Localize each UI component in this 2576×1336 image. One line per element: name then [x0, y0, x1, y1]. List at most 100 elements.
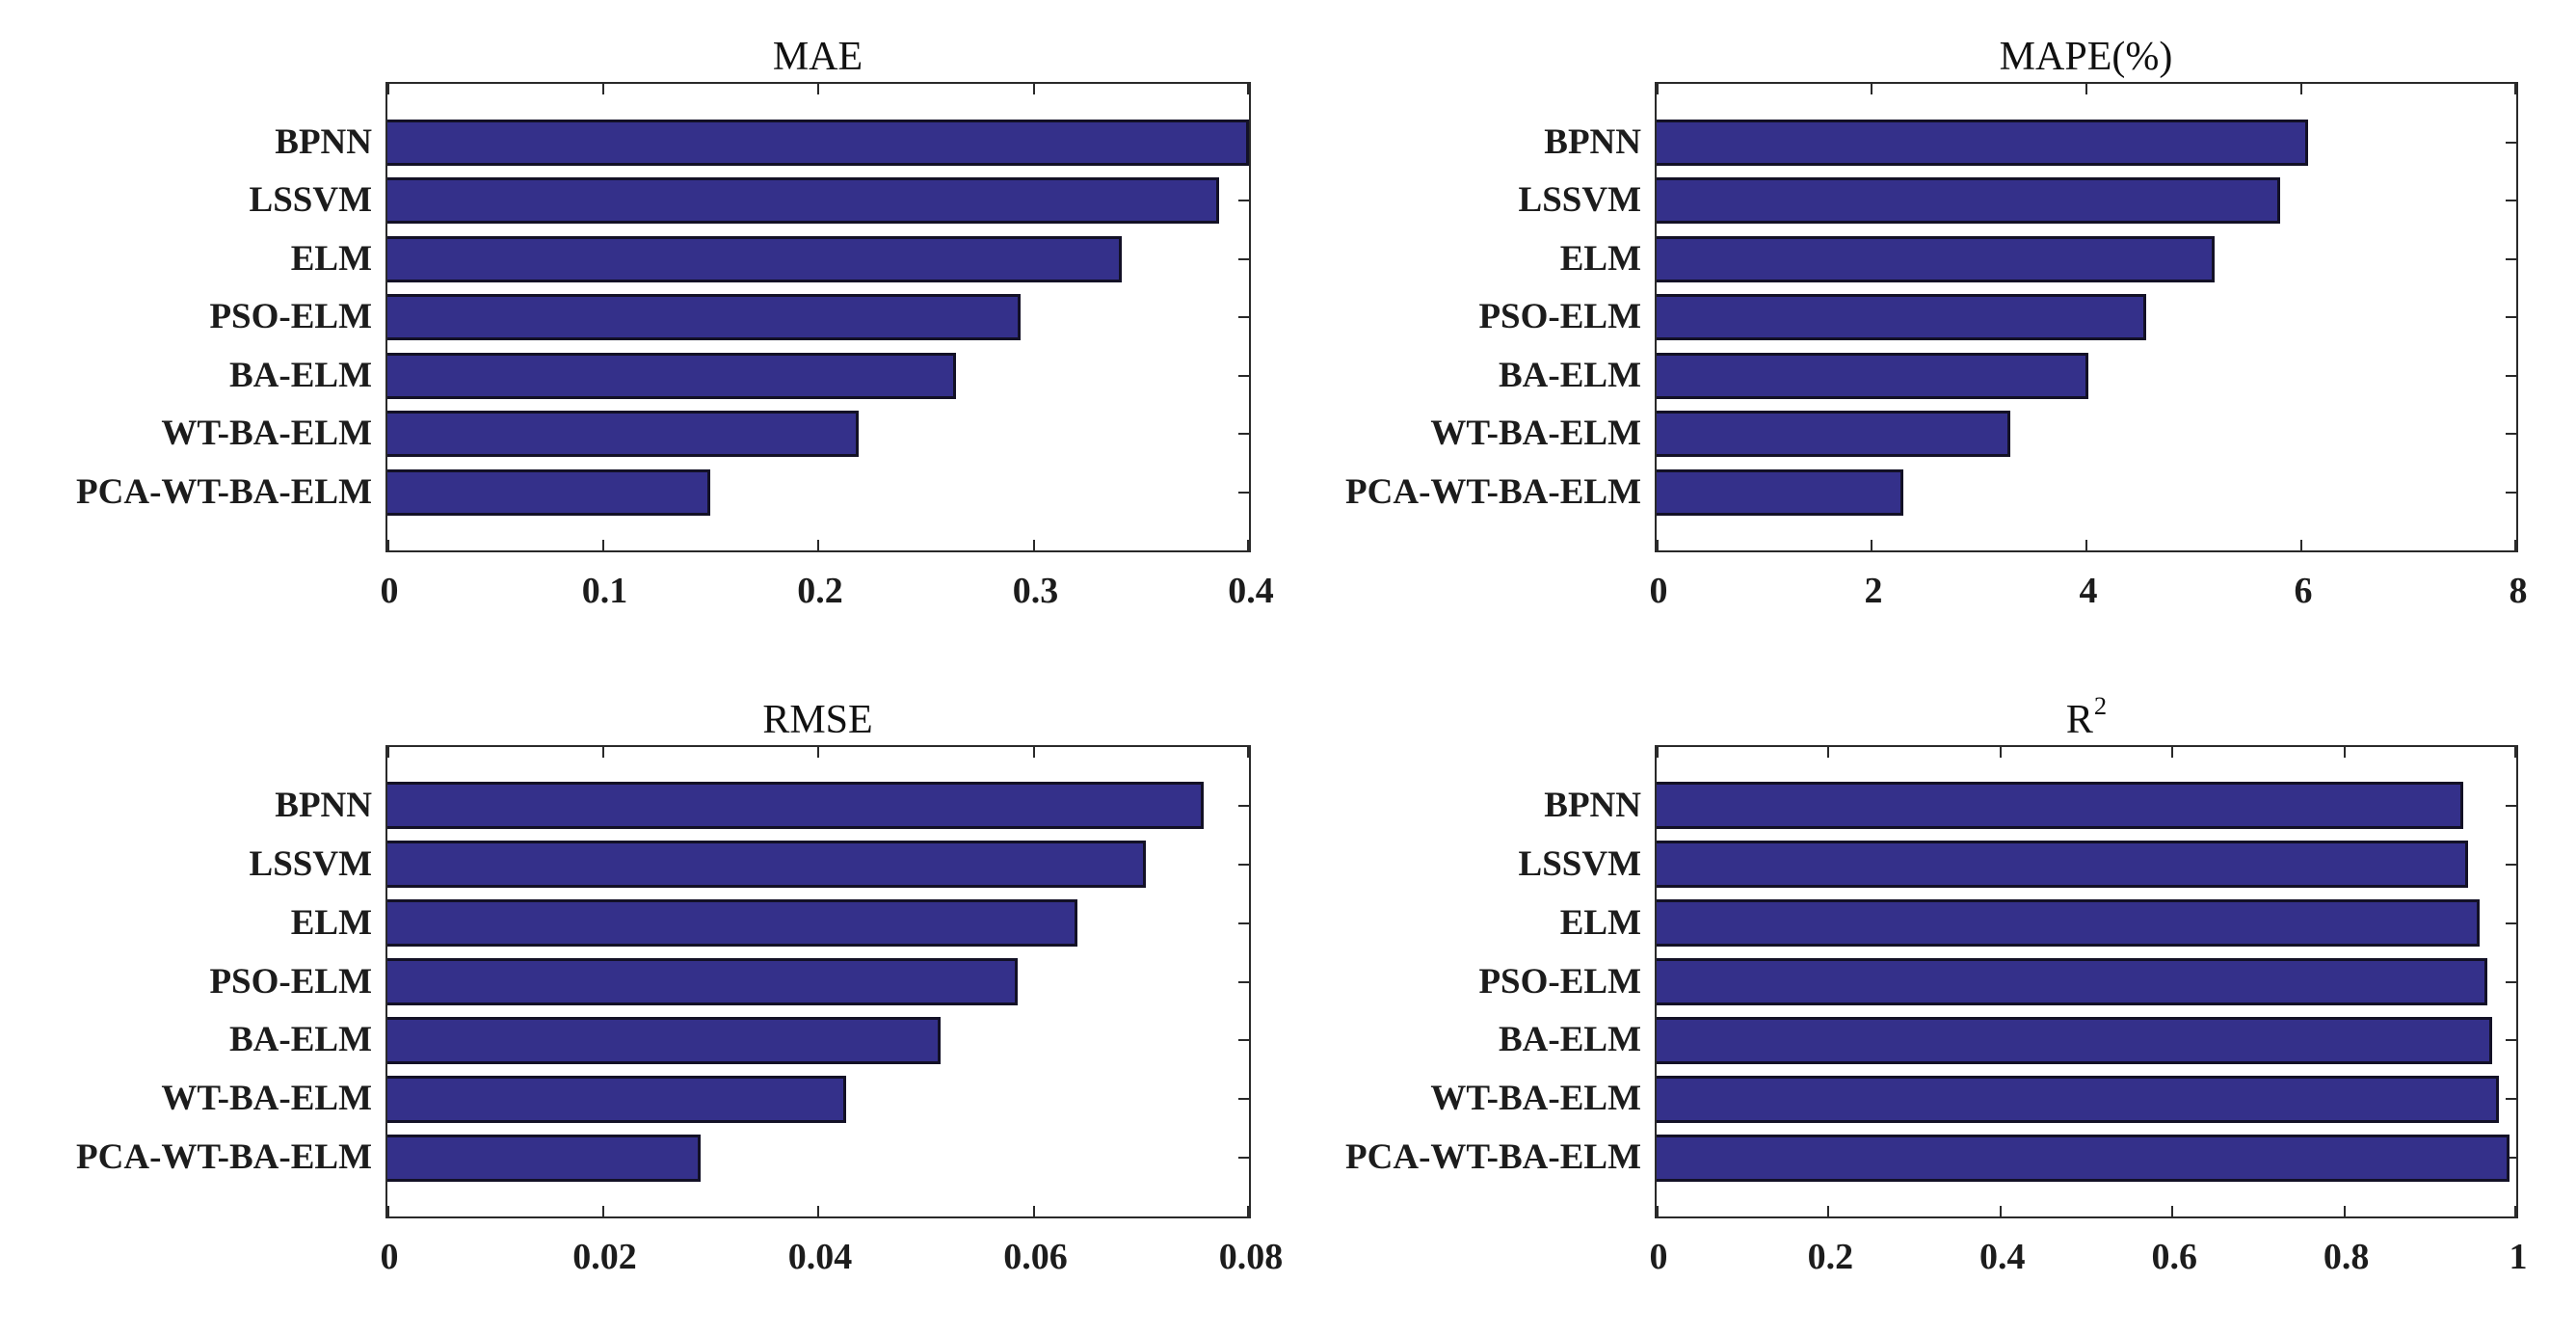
- y-tick: [1238, 257, 1249, 260]
- x-tick: [1827, 747, 1830, 758]
- plot-area: [387, 84, 1249, 550]
- bar-elm: [387, 235, 1123, 282]
- chart-title-text: R: [2065, 698, 2093, 742]
- x-tick: [2085, 540, 2087, 550]
- y-tick: [1238, 433, 1249, 435]
- bar-wt-ba-elm: [387, 411, 860, 457]
- y-tick: [1238, 1098, 1249, 1101]
- category-label: BA-ELM: [1499, 1020, 1641, 1060]
- x-tick-label: 1: [2509, 1237, 2528, 1277]
- y-tick: [2506, 1157, 2516, 1160]
- bar-ba-elm: [1657, 1016, 2493, 1064]
- bar-elm: [387, 899, 1078, 948]
- x-tick: [387, 84, 389, 94]
- x-tick: [1032, 84, 1035, 94]
- category-label: BPNN: [1544, 121, 1641, 162]
- category-label: ELM: [290, 238, 372, 279]
- y-tick: [1238, 1157, 1249, 1160]
- chart-mae: MAE 0 0.1 0.2 0.3 0.4 BPNN LSSVM ELM PSO-ELM BA-E…: [76, 35, 1274, 611]
- chart-title-text: MAPE(%): [1999, 35, 2173, 79]
- category-label: BPNN: [1544, 785, 1641, 825]
- x-tick-label: 0: [1649, 1237, 1668, 1277]
- x-tick: [2171, 747, 2174, 758]
- category-label: ELM: [1559, 902, 1641, 943]
- x-tick: [1247, 1206, 1249, 1216]
- y-tick: [2506, 141, 2516, 144]
- bar-bpnn: [387, 782, 1205, 830]
- x-tick-label: 0.4: [1979, 1237, 2026, 1277]
- x-tick: [817, 84, 819, 94]
- chart-title-sup: 2: [2093, 691, 2108, 720]
- x-tick: [1657, 540, 1659, 550]
- bar-wt-ba-elm: [387, 1075, 847, 1123]
- plot-area: [1657, 747, 2516, 1216]
- x-tick-label: 0.2: [1807, 1237, 1854, 1277]
- x-tick-label: 4: [2079, 571, 2098, 611]
- x-tick-label: 0.6: [2151, 1237, 2197, 1277]
- x-tick: [817, 747, 819, 758]
- y-tick: [1238, 316, 1249, 318]
- x-tick: [601, 1206, 604, 1216]
- category-label: BA-ELM: [1499, 355, 1641, 395]
- x-tick: [1657, 1206, 1659, 1216]
- x-tick: [387, 540, 389, 550]
- bar-pso-elm: [387, 958, 1018, 1005]
- chart-title-text: RMSE: [762, 698, 873, 742]
- x-tick: [1871, 84, 1872, 94]
- category-label: PCA-WT-BA-ELM: [76, 1137, 372, 1178]
- category-label: PSO-ELM: [1478, 961, 1641, 1002]
- category-label: LSSVM: [1518, 843, 1641, 884]
- x-tick-label: 0: [380, 571, 399, 611]
- y-tick: [1238, 980, 1249, 983]
- x-tick: [2514, 1206, 2516, 1216]
- bar-pso-elm: [387, 294, 1022, 340]
- x-tick: [601, 540, 604, 550]
- category-label: BA-ELM: [229, 1020, 372, 1060]
- category-label: WT-BA-ELM: [161, 1079, 372, 1119]
- x-tick: [1657, 84, 1659, 94]
- x-tick: [1247, 747, 1249, 758]
- bar-pso-elm: [1657, 958, 2487, 1005]
- chart-title: R2: [1657, 683, 2516, 742]
- y-tick: [1238, 922, 1249, 924]
- x-tick: [1871, 540, 1872, 550]
- x-tick-label: 0.2: [797, 571, 843, 611]
- plot-area: [1657, 84, 2516, 550]
- bar-wt-ba-elm: [1657, 411, 2010, 457]
- x-tick-label: 0: [380, 1237, 399, 1277]
- x-tick: [2514, 84, 2516, 94]
- category-label: LSSVM: [1518, 180, 1641, 220]
- bar-bpnn: [1657, 119, 2308, 166]
- x-tick: [1657, 747, 1659, 758]
- x-tick-label: 2: [1864, 571, 1883, 611]
- category-label: WT-BA-ELM: [1430, 1079, 1641, 1119]
- bar-ba-elm: [387, 352, 957, 399]
- x-tick: [2514, 747, 2516, 758]
- x-tick-label: 0.1: [581, 571, 628, 611]
- chart-r2: R2 0 0.2 0.4 0.6 0.8 1 BPNN LSSVM ELM PSO-ELM BA-E…: [1345, 691, 2527, 1277]
- category-label: BPNN: [275, 121, 372, 162]
- plot-area: [387, 747, 1249, 1216]
- y-tick: [2506, 863, 2516, 866]
- bar-wt-ba-elm: [1657, 1075, 2500, 1123]
- category-label: PSO-ELM: [1478, 297, 1641, 336]
- x-tick: [1247, 540, 1249, 550]
- y-tick: [2506, 1039, 2516, 1042]
- bar-pca-wt-ba-elm: [1657, 1134, 2510, 1182]
- bar-pca-wt-ba-elm: [1657, 468, 1904, 516]
- y-tick: [2506, 922, 2516, 924]
- x-tick: [2300, 540, 2302, 550]
- bar-lssvm: [1657, 841, 2469, 889]
- y-tick: [1238, 863, 1249, 866]
- x-tick-label: 0.4: [1228, 571, 1274, 611]
- category-label: BPNN: [275, 785, 372, 825]
- x-tick-label: 0.04: [787, 1237, 853, 1277]
- category-label: PSO-ELM: [209, 297, 372, 336]
- x-tick: [1032, 747, 1035, 758]
- x-tick-label: 0.08: [1218, 1237, 1284, 1277]
- category-label: PSO-ELM: [209, 961, 372, 1002]
- chart-title: MAPE(%): [1657, 20, 2516, 79]
- y-tick: [2506, 980, 2516, 983]
- x-tick-label: 0: [1649, 571, 1668, 611]
